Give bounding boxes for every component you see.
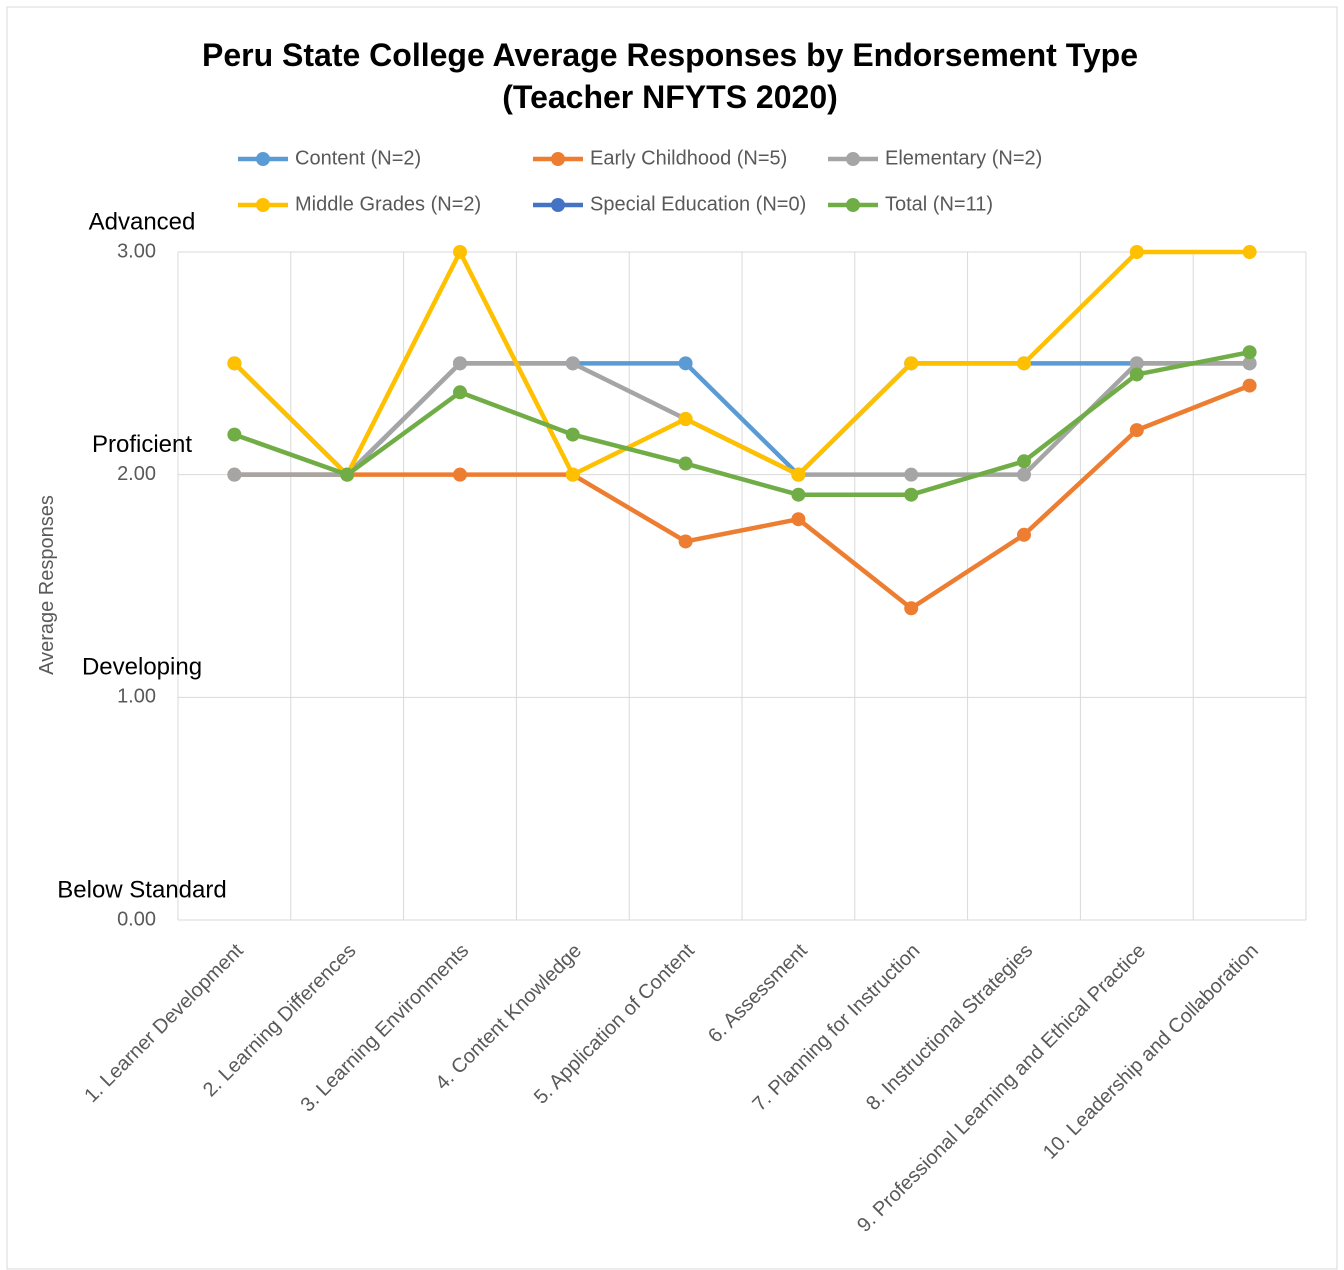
data-point — [565, 427, 580, 442]
data-point — [1017, 467, 1031, 482]
data-point — [1017, 356, 1031, 371]
data-point — [453, 356, 467, 371]
data-point — [227, 467, 242, 482]
legend-marker — [551, 152, 565, 166]
level-label: Advanced — [89, 208, 196, 235]
data-point — [791, 512, 806, 527]
data-point — [678, 412, 693, 426]
data-point — [1242, 345, 1257, 360]
data-point — [1129, 356, 1144, 371]
data-point — [678, 356, 693, 371]
legend-label: Content (N=2) — [295, 147, 421, 169]
legend-label: Middle Grades (N=2) — [295, 193, 481, 215]
legend-label: Total (N=11) — [885, 193, 993, 215]
series-line — [234, 383, 1251, 611]
data-point — [904, 487, 919, 502]
x-tick-label: 6. Assessment — [704, 939, 812, 1047]
legend-marker — [256, 152, 270, 166]
chart-title: Peru State College Average Responses by … — [202, 37, 1138, 115]
data-point — [1129, 367, 1144, 382]
y-tick-label: 3.00 — [117, 240, 156, 262]
data-point — [904, 356, 919, 371]
series-line — [233, 349, 1251, 497]
data-point — [227, 356, 242, 371]
legend-marker — [846, 198, 860, 212]
y-tick-label: 2.00 — [117, 463, 156, 485]
data-point — [1017, 527, 1031, 542]
data-point — [904, 467, 919, 482]
data-point — [791, 467, 806, 482]
data-point — [1242, 245, 1257, 259]
legend-label: Early Childhood (N=5) — [590, 147, 787, 169]
data-point — [453, 467, 467, 482]
legend-label: Special Education (N=0) — [590, 193, 806, 215]
data-point — [1242, 356, 1257, 371]
data-point — [453, 245, 467, 259]
data-point — [1129, 245, 1144, 259]
data-point — [565, 467, 580, 482]
legend-marker — [846, 152, 860, 166]
y-tick-label: 0.00 — [117, 908, 156, 930]
legend-label: Elementary (N=2) — [885, 147, 1042, 169]
x-tick-label: 10. Leadership and Collaboration — [1039, 940, 1263, 1164]
series-line — [232, 249, 1250, 477]
data-point — [678, 456, 693, 471]
level-label: Below Standard — [57, 876, 226, 903]
y-tick-label: 1.00 — [117, 686, 156, 708]
data-point — [1129, 423, 1144, 438]
data-point — [678, 534, 693, 549]
level-label: Developing — [82, 654, 202, 681]
chart-border — [6, 6, 1338, 1270]
data-point — [791, 487, 806, 502]
y-axis-label: Average Responses — [36, 495, 58, 675]
data-point — [1017, 454, 1031, 469]
data-point — [453, 385, 467, 400]
data-point — [1242, 378, 1257, 393]
legend-marker — [256, 198, 270, 212]
data-point — [565, 356, 580, 371]
level-label: Proficient — [92, 431, 192, 458]
data-point — [904, 601, 919, 616]
data-point — [227, 427, 242, 442]
legend-marker — [551, 198, 565, 212]
data-point — [340, 467, 355, 482]
